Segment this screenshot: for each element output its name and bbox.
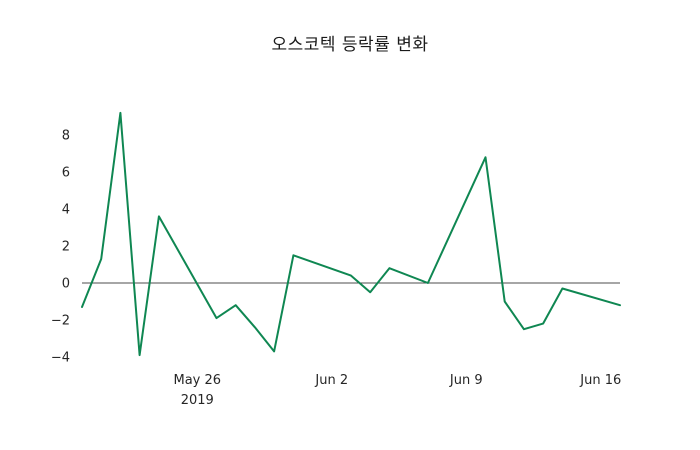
line-series	[81, 111, 621, 357]
y-tick-label: 2	[62, 240, 70, 255]
x-tick-label: May 26	[174, 373, 222, 388]
x-tick-label: Jun 2	[314, 373, 348, 388]
y-tick-label: −2	[51, 313, 70, 328]
y-tick-label: 6	[62, 166, 70, 181]
y-tick-label: 8	[62, 129, 70, 144]
chart-title: 오스코텍 등락률 변화	[271, 35, 429, 55]
y-tick-label: 4	[62, 203, 70, 218]
y-tick-label: 0	[62, 277, 70, 292]
y-tick-label: −4	[51, 350, 70, 365]
x-tick-sublabel: 2019	[181, 393, 214, 408]
x-tick-label: Jun 9	[449, 373, 483, 388]
x-tick-label: Jun 16	[579, 373, 621, 388]
